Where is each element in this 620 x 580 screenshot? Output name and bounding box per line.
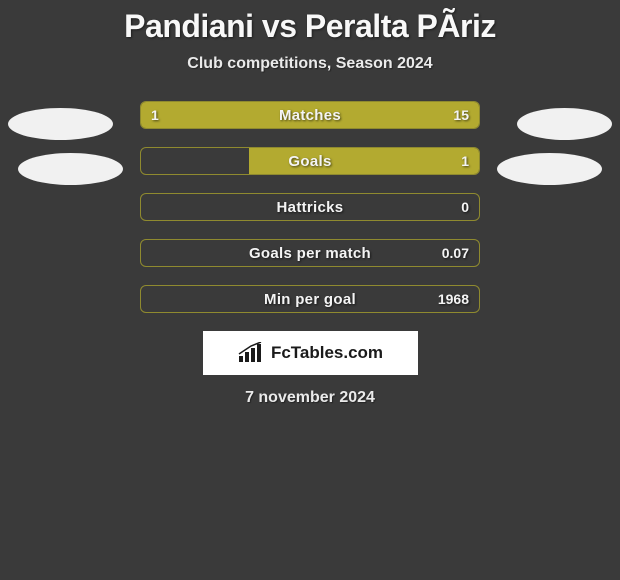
stat-value-right: 0: [461, 194, 469, 220]
stat-label: Hattricks: [141, 194, 479, 220]
logo-box: FcTables.com: [203, 331, 418, 375]
player-left-avatar: [8, 108, 113, 140]
logo: FcTables.com: [237, 342, 383, 364]
stat-label: Matches: [141, 102, 479, 128]
stat-value-left: 1: [151, 102, 159, 128]
comparison-card: Pandiani vs Peralta PÃriz Club competiti…: [0, 0, 620, 407]
stat-row: Matches1 15: [140, 101, 480, 129]
stat-label: Goals per match: [141, 240, 479, 266]
date-line: 7 november 2024: [0, 389, 620, 407]
stat-row: Goals1: [140, 147, 480, 175]
stat-label: Goals: [141, 148, 479, 174]
stat-value-right: 15: [453, 102, 469, 128]
page-title: Pandiani vs Peralta PÃriz: [0, 8, 620, 45]
player-left-avatar-2: [18, 153, 123, 185]
stat-row: Min per goal1968: [140, 285, 480, 313]
player-right-avatar-2: [497, 153, 602, 185]
stat-row: Hattricks0: [140, 193, 480, 221]
stat-value-right: 0.07: [442, 240, 469, 266]
subtitle: Club competitions, Season 2024: [0, 55, 620, 73]
stat-value-right: 1968: [438, 286, 469, 312]
logo-text: FcTables.com: [271, 343, 383, 363]
stat-label: Min per goal: [141, 286, 479, 312]
stat-value-right: 1: [461, 148, 469, 174]
chart-icon: [237, 342, 265, 364]
stat-row: Goals per match0.07: [140, 239, 480, 267]
player-right-avatar: [517, 108, 612, 140]
stats-area: Matches115Goals1Hattricks0Goals per matc…: [0, 101, 620, 313]
